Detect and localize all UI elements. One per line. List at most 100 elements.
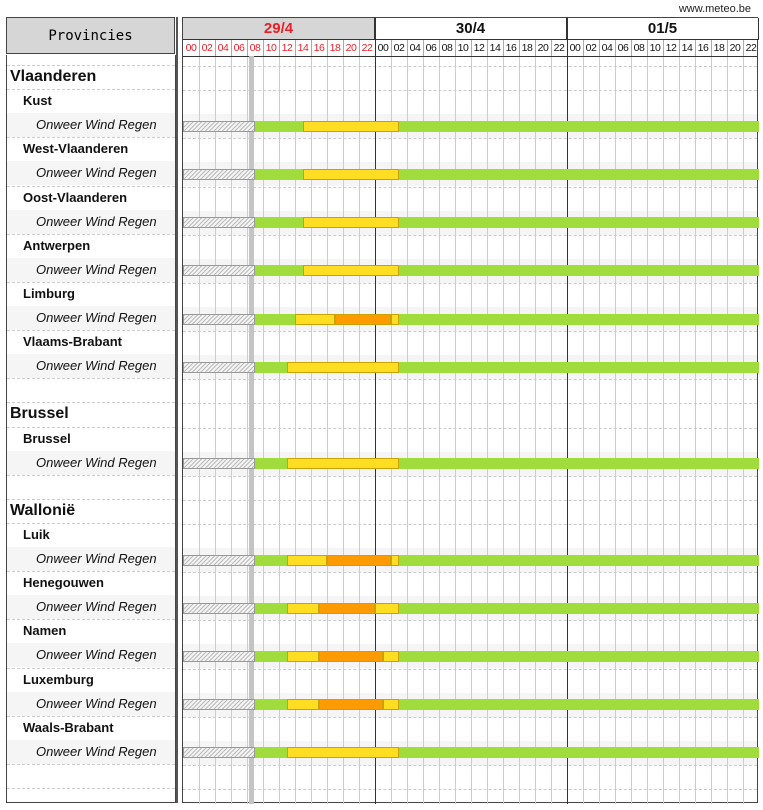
row-divider <box>183 427 757 429</box>
low-warning-bar <box>383 699 399 711</box>
hour-tick-label: 10 <box>649 42 661 54</box>
hour-gridline <box>535 56 536 804</box>
hour-tick-label: 04 <box>409 42 421 54</box>
hour-tick-label: 12 <box>665 42 677 54</box>
row-bg <box>7 113 175 138</box>
medium-warning-bar <box>319 602 375 614</box>
past-bar <box>183 747 255 759</box>
province-label: Luxemburg <box>23 671 94 687</box>
hour-tick-label: 20 <box>537 42 549 54</box>
row-bg <box>7 257 175 282</box>
hour-gridline <box>743 56 744 804</box>
hour-tick-label: 14 <box>297 42 309 54</box>
province-label: Antwerpen <box>23 237 91 253</box>
param-label: Onweer Wind Regen <box>36 599 157 615</box>
region-label: Brussel <box>10 405 69 423</box>
low-warning-bar <box>287 554 327 566</box>
hour-tick-label: 10 <box>265 42 277 54</box>
row-divider <box>7 137 175 139</box>
hour-gridline <box>231 56 232 804</box>
day-separator <box>567 18 568 804</box>
hour-gridline <box>695 56 696 804</box>
medium-warning-bar <box>319 699 383 711</box>
hour-gridline <box>247 56 248 804</box>
past-bar <box>183 217 255 229</box>
no-warning-bar <box>255 650 759 662</box>
hour-gridline <box>679 40 680 56</box>
hour-gridline <box>391 56 392 804</box>
hour-gridline <box>615 56 616 804</box>
param-label: Onweer Wind Regen <box>36 261 157 277</box>
province-list: Vlaanderen Kust Onweer Wind Regen West-Vlaa… <box>6 55 176 803</box>
hour-tick-label: 20 <box>345 42 357 54</box>
row-divider <box>7 330 175 332</box>
hour-gridline <box>295 40 296 56</box>
low-warning-bar <box>391 554 399 566</box>
hour-gridline <box>631 40 632 56</box>
low-warning-bar <box>287 458 399 470</box>
hour-gridline <box>343 40 344 56</box>
hour-gridline <box>471 56 472 804</box>
row-divider <box>7 667 175 669</box>
hour-gridline <box>455 56 456 804</box>
param-label: Onweer Wind Regen <box>36 358 157 374</box>
low-warning-bar <box>303 168 399 180</box>
no-warning-bar <box>255 313 759 325</box>
day-header: 29/4 <box>183 18 375 40</box>
hour-tick-label: 18 <box>713 42 725 54</box>
low-warning-bar <box>383 650 399 662</box>
hour-gridline <box>727 40 728 56</box>
hour-gridline <box>279 40 280 56</box>
hour-tick-label: 00 <box>185 42 197 54</box>
row-bg <box>7 691 175 716</box>
row-divider <box>7 65 175 66</box>
hour-gridline <box>647 56 648 804</box>
row-bg <box>7 739 175 764</box>
province-label: Luik <box>23 526 50 542</box>
row-divider <box>183 138 757 140</box>
province-label: Vlaams-Brabant <box>23 334 122 350</box>
row-bg <box>7 595 175 620</box>
region-label: Vlaanderen <box>10 68 97 86</box>
hour-gridline <box>263 40 264 56</box>
hour-tick-label: 14 <box>681 42 693 54</box>
past-bar <box>183 602 255 614</box>
hour-tick-label: 12 <box>473 42 485 54</box>
hour-gridline <box>199 56 200 804</box>
hour-gridline <box>247 40 248 56</box>
hour-tick-label: 22 <box>553 42 565 54</box>
hour-gridline <box>311 40 312 56</box>
hour-gridline <box>359 40 360 56</box>
low-warning-bar <box>295 313 335 325</box>
day-header: 30/4 <box>375 18 567 40</box>
hour-gridline <box>423 56 424 804</box>
row-bg <box>7 209 175 234</box>
no-warning-bar <box>255 602 759 614</box>
row-divider <box>7 378 175 380</box>
hour-gridline <box>407 56 408 804</box>
medium-warning-bar <box>319 650 383 662</box>
hour-gridline <box>663 56 664 804</box>
hour-gridline <box>487 40 488 56</box>
row-divider <box>7 402 175 404</box>
param-label: Onweer Wind Regen <box>36 165 157 181</box>
row-divider <box>7 233 175 235</box>
low-warning-bar <box>303 217 399 229</box>
hour-gridline <box>647 40 648 56</box>
hour-tick-label: 00 <box>377 42 389 54</box>
param-label: Onweer Wind Regen <box>36 551 157 567</box>
hour-gridline <box>423 40 424 56</box>
low-warning-bar <box>287 650 319 662</box>
past-bar <box>183 458 255 470</box>
hour-gridline <box>551 40 552 56</box>
hour-gridline <box>199 40 200 56</box>
hour-tick-label: 08 <box>441 42 453 54</box>
medium-warning-bar <box>327 554 391 566</box>
hour-gridline <box>599 56 600 804</box>
province-label: Oost-Vlaanderen <box>23 189 128 205</box>
no-warning-bar <box>255 554 759 566</box>
no-warning-bar <box>255 120 759 132</box>
row-divider <box>183 789 757 790</box>
province-label: Henegouwen <box>23 575 104 591</box>
